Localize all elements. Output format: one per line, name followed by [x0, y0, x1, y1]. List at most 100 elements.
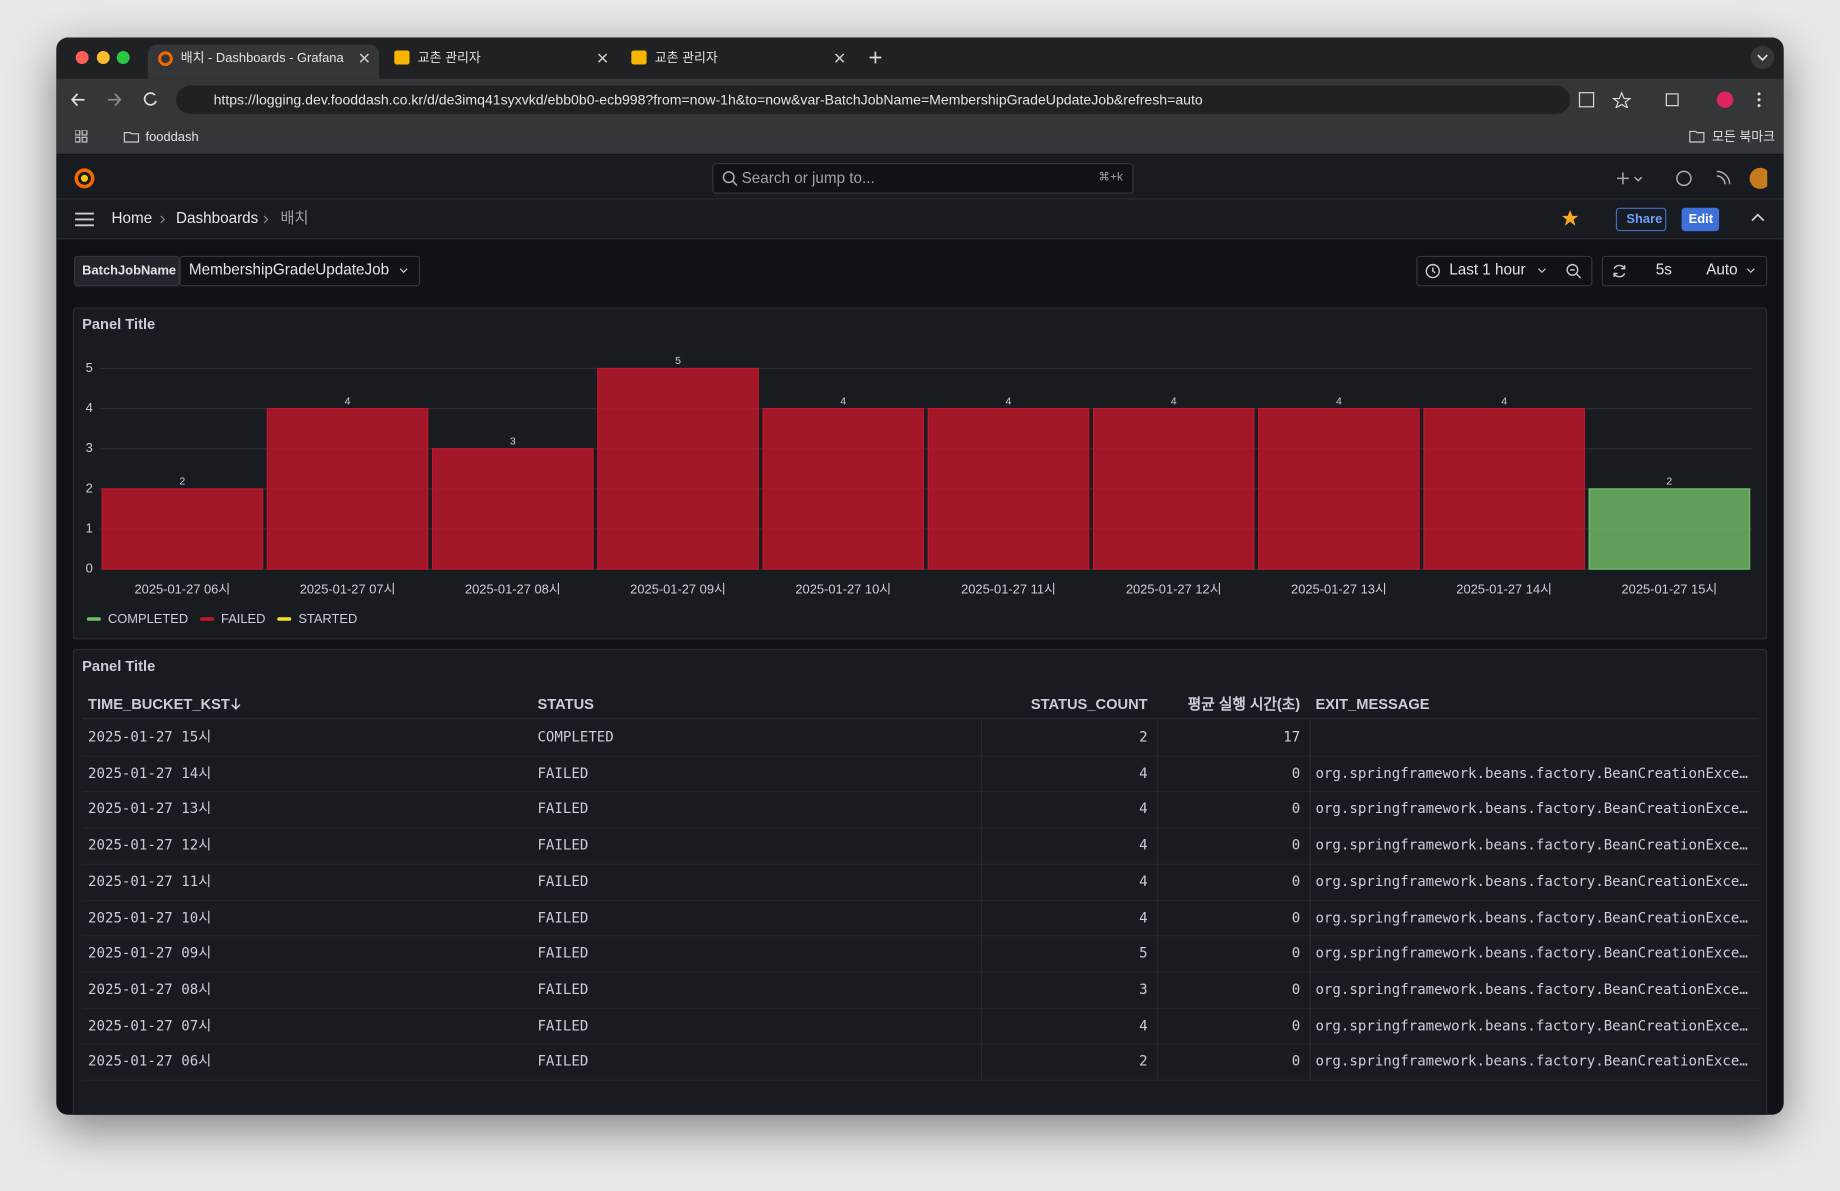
tab-favicon [631, 50, 647, 65]
value-label: 4 [1006, 395, 1012, 407]
nav-buttons[interactable] [70, 92, 164, 108]
all-bookmarks[interactable]: 모든 북마크 [1712, 130, 1776, 145]
table-cell: FAILED [537, 836, 589, 854]
column-divider [981, 719, 983, 1080]
breadcrumb-dashboards[interactable]: Dashboards [176, 208, 259, 227]
legend-swatch [199, 617, 215, 621]
table-cell: 4 [1139, 800, 1148, 818]
x-tick-label: 2025-01-27 12시 [1126, 582, 1222, 597]
y-tick-label: 5 [86, 360, 93, 375]
table-cell: 4 [1139, 872, 1148, 890]
table-cell: org.springframework.beans.factory.BeanCr… [1315, 980, 1748, 998]
tab-search[interactable] [1750, 45, 1775, 70]
header-divider [82, 718, 1760, 720]
row-divider [82, 1007, 1760, 1009]
tab-title[interactable]: 교촌 관리자 [654, 51, 718, 66]
legend-label: STARTED [298, 611, 357, 626]
table-cell: 2025-01-27 06시 [88, 1052, 212, 1070]
column-header: 평균 실행 시간(초) [1187, 695, 1301, 713]
star[interactable] [1561, 209, 1580, 228]
bar [101, 488, 264, 570]
table-cell: org.springframework.beans.factory.BeanCr… [1315, 908, 1748, 926]
share-button[interactable] [1615, 207, 1667, 232]
bar [1423, 408, 1586, 570]
row-divider [82, 971, 1760, 973]
topbar-icons[interactable] [1615, 167, 1768, 190]
value-label: 4 [1336, 395, 1342, 407]
zoom-out[interactable] [1565, 263, 1582, 279]
y-tick-label: 0 [86, 561, 93, 576]
collapse[interactable] [1751, 212, 1765, 224]
row-divider [82, 1043, 1760, 1045]
bar [1588, 488, 1751, 570]
breadcrumb-bar [56, 199, 1784, 240]
column-header: STATUS_COUNT [1030, 695, 1148, 713]
column-header: EXIT_MESSAGE [1315, 695, 1430, 713]
table-cell: 2025-01-27 12시 [88, 836, 212, 854]
breadcrumb-home[interactable]: Home [111, 208, 153, 227]
table-cell: 2025-01-27 08시 [88, 980, 212, 998]
bookmark[interactable]: fooddash [145, 130, 199, 145]
bar [266, 408, 429, 570]
url[interactable]: https://logging.dev.fooddash.co.kr/d/de3… [213, 91, 1203, 108]
bookmark-icons[interactable] [75, 130, 145, 144]
tab-title[interactable]: 배치 - Dashboards - Grafana [180, 51, 344, 66]
new-tab[interactable] [868, 50, 882, 64]
window-controls[interactable] [73, 50, 139, 66]
value-label: 2 [179, 476, 185, 488]
edit-label[interactable]: Edit [1688, 212, 1714, 227]
column-divider [1309, 719, 1311, 1080]
search-shortcut: ⌘+k [1098, 171, 1123, 185]
bar [927, 408, 1090, 570]
table-cell: FAILED [537, 944, 589, 962]
value-label: 5 [675, 355, 681, 367]
table-cell: 0 [1291, 980, 1301, 998]
table-cell: 2 [1139, 1052, 1148, 1070]
tab-close[interactable] [834, 53, 845, 64]
folder-icon [1689, 130, 1705, 143]
legend-swatch [86, 617, 101, 621]
bar [431, 448, 594, 570]
address-bar[interactable] [176, 85, 1571, 114]
refresh-interval[interactable]: 5s [1655, 260, 1672, 279]
refresh-picker[interactable] [1601, 255, 1768, 287]
active-tab[interactable] [147, 44, 380, 79]
table-cell: 3 [1139, 980, 1148, 998]
y-tick-label: 3 [86, 440, 93, 455]
tab-title[interactable]: 교촌 관리자 [417, 51, 481, 66]
table-panel: Panel Title TIME_BUCKET_KST STATUS STATUS_… [72, 648, 1768, 1115]
legend-swatch [277, 617, 292, 621]
variable-select[interactable] [179, 255, 421, 287]
tab-close[interactable] [597, 53, 608, 64]
table-cell: 2025-01-27 07시 [88, 1016, 212, 1034]
search-box[interactable] [712, 163, 1134, 194]
variable-label: BatchJobName [82, 264, 177, 279]
sort-indicator[interactable] [230, 698, 242, 710]
bar [1258, 408, 1420, 570]
tab-favicon [394, 50, 410, 65]
variable-value[interactable]: MembershipGradeUpdateJob [188, 260, 390, 279]
y-tick-label: 1 [86, 520, 93, 535]
table-cell: 2025-01-27 15시 [88, 728, 212, 746]
x-tick-label: 2025-01-27 07시 [300, 582, 396, 597]
time-picker[interactable] [1416, 255, 1593, 287]
refresh-icon[interactable] [1611, 263, 1627, 279]
share-label[interactable]: Share [1626, 212, 1663, 227]
x-tick-label: 2025-01-27 09시 [630, 582, 726, 597]
table-cell: 0 [1291, 1052, 1301, 1070]
refresh-mode[interactable]: Auto [1706, 260, 1738, 279]
value-label: 3 [510, 435, 516, 447]
time-range[interactable]: Last 1 hour [1449, 260, 1526, 279]
legend-label: COMPLETED [108, 611, 188, 626]
table-cell: 0 [1291, 872, 1301, 890]
menu-icon[interactable] [74, 211, 95, 227]
table-cell: 0 [1291, 764, 1301, 782]
value-label: 2 [1666, 476, 1672, 488]
table-cell: org.springframework.beans.factory.BeanCr… [1315, 764, 1748, 782]
tab-close[interactable] [359, 53, 370, 64]
search-placeholder[interactable]: Search or jump to... [741, 168, 875, 187]
edit-button[interactable] [1681, 207, 1720, 232]
toolbar-icons[interactable] [1577, 91, 1765, 108]
table-cell: FAILED [537, 872, 589, 890]
grafana-logo[interactable] [73, 167, 96, 190]
